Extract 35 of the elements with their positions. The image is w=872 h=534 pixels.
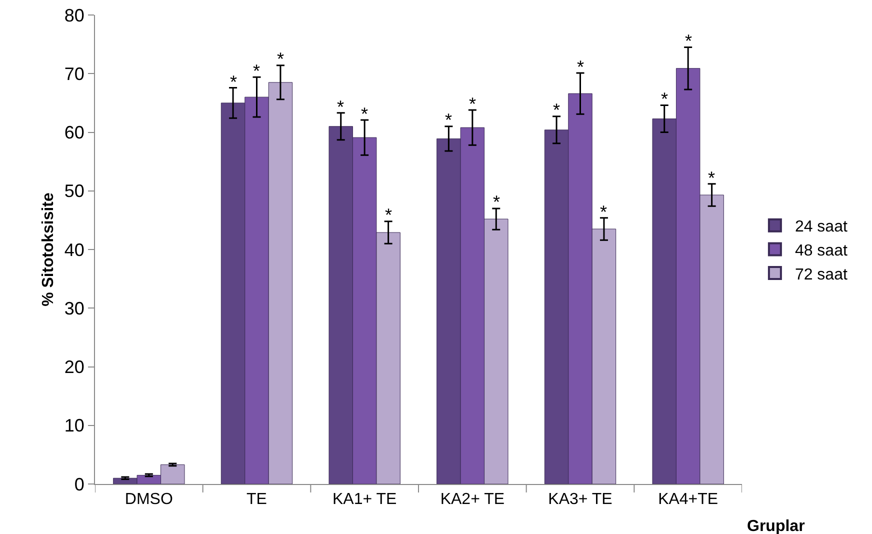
data-label: * [553,100,560,120]
data-label: * [600,202,608,222]
y-tick-label: 40 [64,240,84,260]
x-tick-label: KA2+ TE [440,491,505,508]
data-label: * [253,61,260,81]
x-axis-title: Gruplar [747,518,805,534]
data-label: * [277,49,284,69]
x-tick-label: DMSO [124,491,173,508]
legend-label: 72 saat [794,266,848,284]
data-label: * [708,168,716,188]
data-label: * [361,104,368,124]
y-tick-label: 70 [64,64,84,84]
data-label: * [493,192,500,212]
data-label: * [230,72,238,92]
data-label: * [685,31,692,51]
x-tick-label: TE [246,491,267,508]
y-tick-label: 0 [74,474,84,494]
data-label: * [661,89,668,109]
x-tick-label: KA4+TE [658,491,718,508]
data-label: * [385,205,392,225]
y-tick-label: 80 [64,5,84,26]
y-tick-label: 60 [64,122,84,143]
x-tick-label: KA3+ TE [548,491,612,508]
data-label: * [469,94,476,114]
y-tick-label: 50 [64,181,84,202]
data-label: * [577,57,584,77]
data-label: * [445,110,452,130]
y-tick-label: 20 [64,357,84,378]
x-tick-label: KA1+ TE [332,491,397,508]
legend-label: 48 saat [794,242,848,260]
y-tick-label: 30 [64,298,84,318]
data-label: * [337,97,344,117]
y-axis-title: % Sitotoksisite [40,192,57,306]
y-tick-label: 10 [64,416,84,436]
legend-label: 24 saat [794,218,848,236]
